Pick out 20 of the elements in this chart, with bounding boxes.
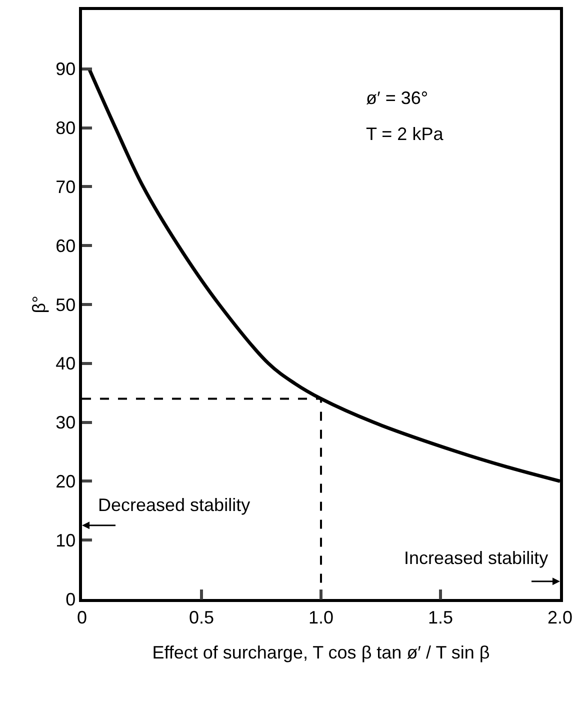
y-tick-label: 40 bbox=[56, 354, 76, 374]
y-tick-label: 20 bbox=[56, 472, 76, 492]
y-tick-label: 0 bbox=[66, 589, 76, 610]
x-axis-title: Effect of surcharge, T cos β tan ø′ / T sin β bbox=[152, 642, 490, 662]
y-axis-title: β° bbox=[28, 296, 49, 314]
y-tick-label: 30 bbox=[56, 412, 76, 433]
annotation: T = 2 kPa bbox=[366, 124, 444, 144]
x-tick-label: 0.5 bbox=[188, 607, 214, 628]
annotation: Increased stability bbox=[404, 548, 548, 568]
y-tick-label: 60 bbox=[56, 236, 76, 256]
y-tick-label: 80 bbox=[56, 118, 76, 138]
annotation: ø′ = 36° bbox=[366, 88, 428, 108]
y-tick-label: 90 bbox=[56, 59, 76, 80]
y-tick-label: 70 bbox=[56, 177, 76, 197]
x-tick-label: 1.5 bbox=[428, 607, 454, 628]
y-tick-label: 50 bbox=[56, 294, 76, 315]
y-tick-label: 10 bbox=[56, 530, 76, 550]
annotation: Decreased stability bbox=[98, 495, 250, 515]
x-tick-label: 2.0 bbox=[547, 607, 573, 628]
x-tick-label: 1.0 bbox=[308, 607, 334, 628]
